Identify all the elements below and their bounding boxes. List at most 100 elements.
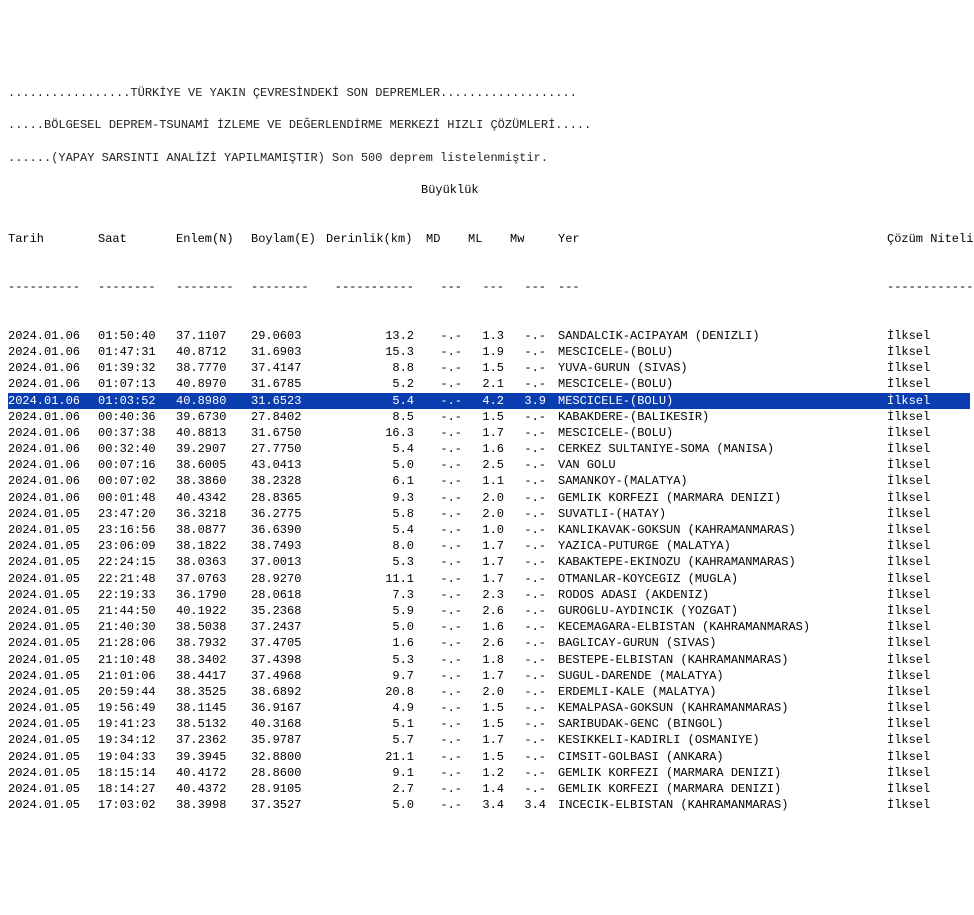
cell-qual: İlksel (887, 328, 967, 344)
cell-time: 00:07:16 (98, 457, 176, 473)
cell-boylam: 38.7493 (251, 538, 326, 554)
cell-md: -.- (426, 360, 468, 376)
cell-mw: -.- (510, 457, 552, 473)
cell-depth: 5.0 (326, 797, 426, 813)
table-row[interactable]: 2024.01.0601:50:4037.110729.060313.2-.-1… (8, 328, 970, 344)
cell-md: -.- (426, 473, 468, 489)
cell-time: 00:07:02 (98, 473, 176, 489)
table-row[interactable]: 2024.01.0601:03:5240.898031.65235.4-.-4.… (8, 393, 970, 409)
cell-date: 2024.01.06 (8, 490, 98, 506)
cell-enlem: 40.4342 (176, 490, 251, 506)
cell-md: -.- (426, 668, 468, 684)
table-row[interactable]: 2024.01.0520:59:4438.352538.689220.8-.-2… (8, 684, 970, 700)
cell-depth: 5.0 (326, 619, 426, 635)
cell-ml: 1.8 (468, 652, 510, 668)
cell-mw: -.- (510, 506, 552, 522)
table-row[interactable]: 2024.01.0600:40:3639.673027.84028.5-.-1.… (8, 409, 970, 425)
table-row[interactable]: 2024.01.0521:10:4838.340237.43985.3-.-1.… (8, 652, 970, 668)
cell-ml: 3.4 (468, 797, 510, 813)
table-row[interactable]: 2024.01.0522:21:4837.076328.927011.1-.-1… (8, 571, 970, 587)
cell-boylam: 35.9787 (251, 732, 326, 748)
cell-enlem: 40.1922 (176, 603, 251, 619)
subheader-magnitude: Büyüklük (8, 182, 970, 198)
col-head-enlem: Enlem(N) (176, 231, 251, 247)
cell-ml: 1.0 (468, 522, 510, 538)
table-row[interactable]: 2024.01.0523:06:0938.182238.74938.0-.-1.… (8, 538, 970, 554)
cell-mw: -.- (510, 716, 552, 732)
header-line-3: ......(YAPAY SARSINTI ANALİZİ YAPILMAMIŞ… (8, 150, 970, 166)
cell-yer: YUVA-GURUN (SIVAS) (552, 360, 887, 376)
table-row[interactable]: 2024.01.0521:40:3038.503837.24375.0-.-1.… (8, 619, 970, 635)
cell-date: 2024.01.05 (8, 635, 98, 651)
cell-mw: -.- (510, 344, 552, 360)
cell-enlem: 40.4172 (176, 765, 251, 781)
table-row[interactable]: 2024.01.0523:47:2036.321836.27755.8-.-2.… (8, 506, 970, 522)
table-row[interactable]: 2024.01.0600:07:0238.386038.23286.1-.-1.… (8, 473, 970, 489)
cell-md: -.- (426, 376, 468, 392)
table-row[interactable]: 2024.01.0600:32:4039.290727.77505.4-.-1.… (8, 441, 970, 457)
cell-time: 21:01:06 (98, 668, 176, 684)
table-row[interactable]: 2024.01.0600:01:4840.434228.83659.3-.-2.… (8, 490, 970, 506)
cell-time: 22:19:33 (98, 587, 176, 603)
cell-enlem: 38.5132 (176, 716, 251, 732)
cell-enlem: 37.1107 (176, 328, 251, 344)
cell-ml: 2.0 (468, 684, 510, 700)
cell-date: 2024.01.05 (8, 749, 98, 765)
cell-boylam: 36.2775 (251, 506, 326, 522)
cell-md: -.- (426, 393, 468, 409)
table-row[interactable]: 2024.01.0518:14:2740.437228.91052.7-.-1.… (8, 781, 970, 797)
table-row[interactable]: 2024.01.0517:03:0238.399837.35275.0-.-3.… (8, 797, 970, 813)
cell-mw: -.- (510, 571, 552, 587)
table-row[interactable]: 2024.01.0523:16:5638.087736.63905.4-.-1.… (8, 522, 970, 538)
cell-md: -.- (426, 490, 468, 506)
table-row[interactable]: 2024.01.0519:04:3339.394532.880021.1-.-1… (8, 749, 970, 765)
cell-mw: -.- (510, 360, 552, 376)
cell-yer: YAZICA-PUTURGE (MALATYA) (552, 538, 887, 554)
cell-md: -.- (426, 652, 468, 668)
cell-time: 19:34:12 (98, 732, 176, 748)
cell-mw: -.- (510, 376, 552, 392)
table-row[interactable]: 2024.01.0601:39:3238.777037.41478.8-.-1.… (8, 360, 970, 376)
cell-ml: 2.0 (468, 506, 510, 522)
cell-yer: CERKEZ SULTANIYE-SOMA (MANISA) (552, 441, 887, 457)
col-head-ml: ML (468, 231, 510, 247)
table-row[interactable]: 2024.01.0519:41:2338.513240.31685.1-.-1.… (8, 716, 970, 732)
cell-time: 00:32:40 (98, 441, 176, 457)
cell-date: 2024.01.05 (8, 522, 98, 538)
cell-depth: 6.1 (326, 473, 426, 489)
cell-md: -.- (426, 732, 468, 748)
cell-yer: SUGUL-DARENDE (MALATYA) (552, 668, 887, 684)
table-row[interactable]: 2024.01.0522:24:1538.036337.00135.3-.-1.… (8, 554, 970, 570)
cell-enlem: 38.1145 (176, 700, 251, 716)
cell-depth: 11.1 (326, 571, 426, 587)
table-row[interactable]: 2024.01.0600:07:1638.600543.04135.0-.-2.… (8, 457, 970, 473)
table-row[interactable]: 2024.01.0601:07:1340.897031.67855.2-.-2.… (8, 376, 970, 392)
table-row[interactable]: 2024.01.0519:56:4938.114536.91674.9-.-1.… (8, 700, 970, 716)
table-row[interactable]: 2024.01.0519:34:1237.236235.97875.7-.-1.… (8, 732, 970, 748)
cell-date: 2024.01.05 (8, 797, 98, 813)
table-row[interactable]: 2024.01.0521:28:0638.793237.47051.6-.-2.… (8, 635, 970, 651)
table-row[interactable]: 2024.01.0518:15:1440.417228.86009.1-.-1.… (8, 765, 970, 781)
cell-qual: İlksel (887, 716, 967, 732)
cell-depth: 5.9 (326, 603, 426, 619)
col-head-depth: Derinlik(km) (326, 231, 426, 247)
cell-qual: İlksel (887, 587, 967, 603)
table-row[interactable]: 2024.01.0522:19:3336.179028.06187.3-.-2.… (8, 587, 970, 603)
cell-qual: İlksel (887, 506, 967, 522)
table-row[interactable]: 2024.01.0601:47:3140.871231.690315.3-.-1… (8, 344, 970, 360)
cell-qual: İlksel (887, 473, 967, 489)
cell-qual: İlksel (887, 360, 967, 376)
cell-time: 01:47:31 (98, 344, 176, 360)
cell-mw: -.- (510, 538, 552, 554)
cell-boylam: 37.3527 (251, 797, 326, 813)
table-row[interactable]: 2024.01.0521:44:5040.192235.23685.9-.-2.… (8, 603, 970, 619)
cell-qual: İlksel (887, 409, 967, 425)
cell-time: 01:03:52 (98, 393, 176, 409)
table-row[interactable]: 2024.01.0521:01:0638.441737.49689.7-.-1.… (8, 668, 970, 684)
cell-md: -.- (426, 587, 468, 603)
cell-enlem: 39.6730 (176, 409, 251, 425)
cell-boylam: 37.4147 (251, 360, 326, 376)
cell-date: 2024.01.05 (8, 603, 98, 619)
table-row[interactable]: 2024.01.0600:37:3840.881331.675016.3-.-1… (8, 425, 970, 441)
cell-boylam: 28.8600 (251, 765, 326, 781)
